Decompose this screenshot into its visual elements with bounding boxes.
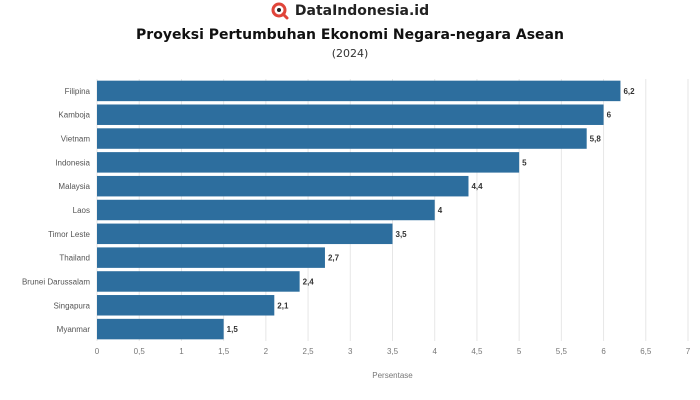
bar bbox=[97, 318, 224, 340]
data-label: 2,1 bbox=[277, 301, 289, 310]
x-tick-label: 7 bbox=[686, 347, 691, 356]
x-tick-label: 0,5 bbox=[134, 347, 146, 356]
x-tick-label: 5 bbox=[517, 347, 522, 356]
data-label: 2,7 bbox=[328, 254, 340, 263]
data-label: 4 bbox=[438, 206, 443, 215]
category-label: Filipina bbox=[65, 87, 91, 96]
x-tick-label: 6,5 bbox=[640, 347, 652, 356]
category-label: Timor Leste bbox=[48, 230, 90, 239]
data-label: 6,2 bbox=[623, 87, 635, 96]
x-tick-label: 1,5 bbox=[218, 347, 230, 356]
x-tick-label: 2,5 bbox=[303, 347, 315, 356]
category-label: Myanmar bbox=[57, 325, 91, 334]
bar bbox=[97, 295, 275, 316]
category-label: Singapura bbox=[54, 301, 91, 310]
data-label: 2,4 bbox=[303, 277, 315, 286]
category-label: Thailand bbox=[59, 254, 90, 263]
x-tick-label: 4 bbox=[432, 347, 437, 356]
data-label: 4,4 bbox=[471, 182, 483, 191]
x-tick-label: 5,5 bbox=[556, 347, 568, 356]
x-tick-label: 1 bbox=[179, 347, 184, 356]
bar bbox=[97, 271, 300, 292]
category-label: Malaysia bbox=[58, 182, 90, 191]
brand-name: DataIndonesia.id bbox=[294, 3, 430, 19]
data-label: 6 bbox=[607, 111, 612, 120]
x-tick-label: 6 bbox=[601, 347, 606, 356]
bar bbox=[97, 104, 604, 125]
x-tick-label: 4,5 bbox=[471, 347, 483, 356]
x-tick-label: 2 bbox=[264, 347, 269, 356]
bar bbox=[97, 175, 469, 197]
bar bbox=[97, 199, 435, 221]
data-label: 5,8 bbox=[590, 135, 602, 144]
x-tick-label: 3 bbox=[348, 347, 353, 356]
chart-title: Proyeksi Pertumbuhan Ekonomi Negara-nega… bbox=[136, 27, 564, 43]
bar bbox=[97, 152, 520, 173]
category-label: Laos bbox=[73, 206, 90, 215]
dataindonesia-logo-icon bbox=[271, 2, 289, 20]
data-label: 1,5 bbox=[227, 325, 239, 334]
category-label: Brunei Darussalam bbox=[22, 277, 90, 286]
data-label: 3,5 bbox=[396, 230, 408, 239]
chart-subtitle: (2024) bbox=[331, 47, 369, 60]
bar bbox=[97, 128, 587, 149]
x-tick-label: 3,5 bbox=[387, 347, 399, 356]
data-label: 5 bbox=[522, 158, 527, 167]
category-label: Kamboja bbox=[58, 111, 90, 120]
bar bbox=[97, 80, 621, 102]
category-label: Indonesia bbox=[55, 158, 90, 167]
category-label: Vietnam bbox=[61, 135, 91, 144]
bar bbox=[97, 223, 393, 245]
bar bbox=[97, 247, 325, 268]
x-tick-label: 0 bbox=[95, 347, 100, 356]
brand-header: DataIndonesia.id bbox=[0, 0, 700, 22]
x-axis-label: Persentase bbox=[372, 371, 413, 380]
